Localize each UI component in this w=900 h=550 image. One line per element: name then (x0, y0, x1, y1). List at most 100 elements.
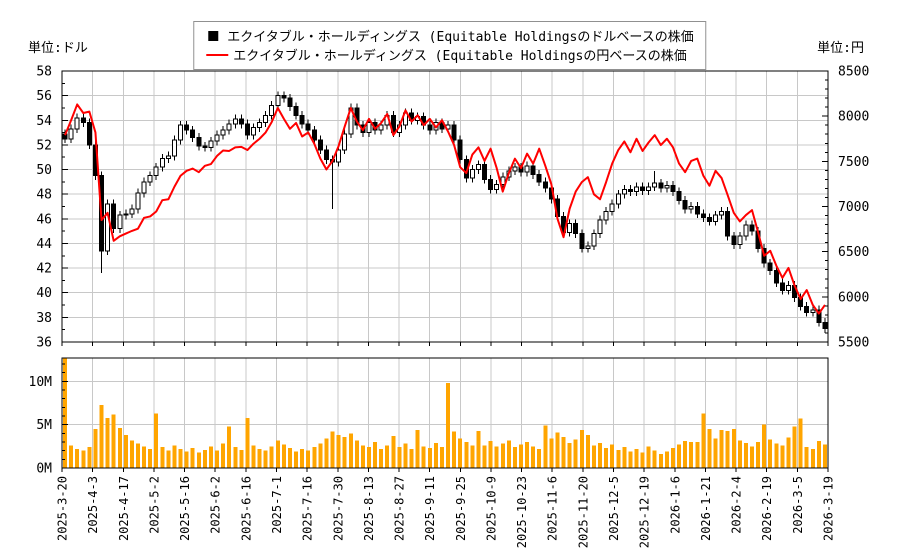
candle (202, 145, 208, 148)
volume-bar (780, 445, 785, 468)
volume-bar (616, 449, 621, 468)
left-y-tick-label: 38 (36, 311, 52, 326)
candle (68, 128, 74, 140)
right-y-tick-label: 8000 (838, 110, 869, 125)
axis-labels: 36 38 40 42 44 46 48 50 52 54 56 58 5500 6000 6500 7000… (29, 65, 870, 549)
jpy-series-marker-icon (206, 53, 229, 56)
candle (749, 224, 755, 232)
volume-bar (111, 414, 116, 468)
volume-bar (227, 426, 232, 468)
volume-bar (482, 445, 487, 468)
volume-bar (69, 445, 74, 468)
volume-bar (287, 448, 292, 468)
x-tick-label: 2025-12-5 (607, 476, 621, 541)
volume-bar (215, 450, 220, 468)
volume-bar (148, 448, 153, 468)
right-axis-unit-label: 単位:円 (817, 41, 864, 56)
x-tick-label: 2025-8-27 (393, 476, 407, 541)
volume-bar (458, 438, 463, 468)
volume-bar (610, 444, 615, 468)
candle (585, 245, 591, 249)
volume-bar (373, 442, 378, 468)
candle (184, 124, 190, 131)
volume-bar (99, 404, 104, 468)
volume-bar (330, 431, 335, 468)
volume-bar (446, 383, 451, 468)
candle (530, 165, 536, 175)
candle (597, 219, 603, 235)
candle (640, 186, 646, 191)
volume-bar (154, 413, 159, 468)
volume-bar (750, 446, 755, 468)
candle (123, 213, 129, 216)
volume-bar (135, 443, 140, 468)
volume-bar (421, 446, 426, 468)
volume-bar (670, 448, 675, 468)
candle (226, 123, 232, 131)
volume-bar (269, 446, 274, 468)
volume-bar (664, 451, 669, 468)
volume-bar (318, 443, 323, 468)
volume-bar (166, 450, 171, 468)
candle (676, 191, 682, 201)
x-tick-label: 2025-3-20 (56, 476, 70, 541)
candle (767, 262, 773, 272)
volume-bar (379, 448, 384, 468)
candle (542, 181, 548, 189)
volume-bar (391, 435, 396, 468)
candle (153, 166, 159, 177)
candle (664, 185, 670, 189)
right-y-tick-label: 7500 (838, 155, 869, 170)
volume-bar (555, 432, 560, 468)
volume-bar (658, 454, 663, 468)
candle (129, 208, 135, 215)
x-tick-label: 2025-6-2 (209, 476, 223, 534)
candle (524, 165, 530, 173)
volume-bar (743, 442, 748, 468)
left-y-tick-label: 52 (36, 138, 52, 153)
left-y-tick-label: 46 (36, 212, 52, 227)
volume-bar (257, 448, 262, 468)
x-tick-label: 2025-12-19 (638, 476, 652, 548)
volume-bar (427, 448, 432, 468)
volume-bar (178, 448, 183, 468)
candle (822, 321, 828, 329)
x-tick-label: 2026-2-19 (760, 476, 774, 541)
x-tick-label: 2025-9-25 (454, 476, 468, 541)
candle (287, 97, 293, 108)
volume-bar (415, 429, 420, 468)
candle (658, 182, 664, 189)
volume-bar (494, 446, 499, 468)
left-y-tick-label: 36 (36, 336, 52, 351)
volume-bar (768, 439, 773, 468)
volume-bar (306, 450, 311, 468)
candle (171, 139, 177, 157)
volume-bar (324, 438, 329, 468)
candle (634, 186, 639, 193)
volume-bar (816, 441, 821, 468)
candle (293, 106, 299, 116)
volume-bar (409, 448, 414, 468)
volume-bar (123, 435, 128, 468)
volume-bar (245, 417, 250, 468)
volume-bar (367, 447, 372, 468)
legend-label-jpy: エクイタブル・ホールディングス (Equitable Holdingsの円ベース… (233, 49, 687, 64)
x-tick-label: 2026-3-5 (791, 476, 805, 534)
right-y-tick-label: 8500 (838, 65, 869, 80)
candle (111, 203, 117, 230)
x-tick-label: 2025-7-1 (270, 476, 284, 534)
candle (469, 169, 475, 179)
candle (494, 183, 500, 190)
volume-bar (439, 447, 444, 468)
candle (317, 139, 323, 151)
candle (646, 186, 652, 191)
volume-bar (537, 448, 542, 468)
candle (488, 178, 494, 190)
candle (208, 140, 214, 148)
candle (251, 127, 256, 136)
volume-bar (63, 358, 68, 468)
volume-bar (762, 424, 767, 468)
right-y-tick-label: 5500 (838, 336, 869, 351)
candle (615, 193, 621, 205)
volume-bar (622, 447, 627, 468)
